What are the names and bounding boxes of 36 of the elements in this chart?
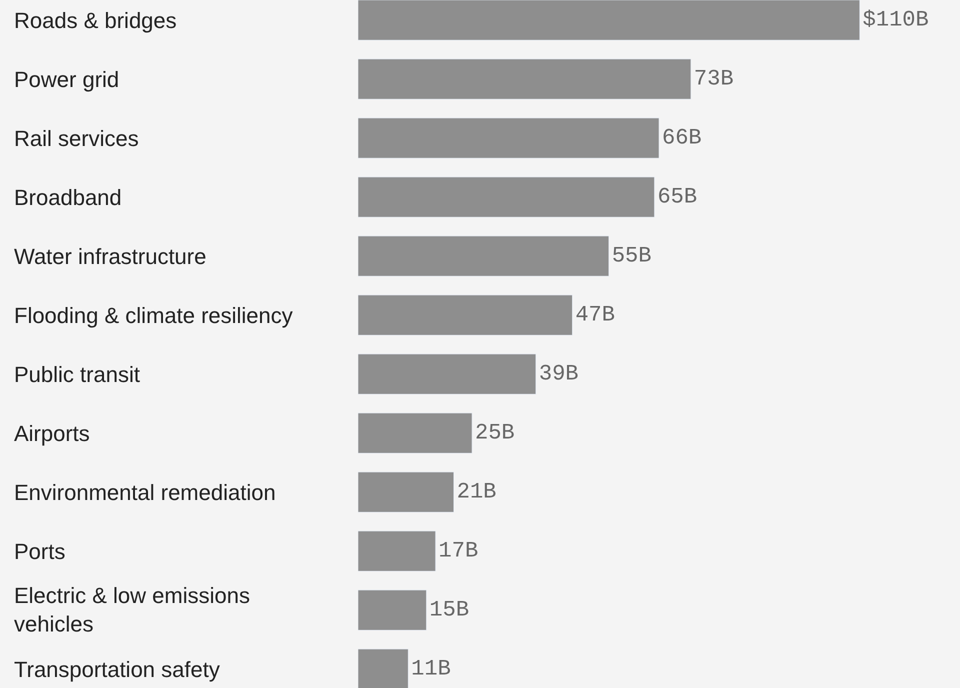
y-tick-label: Rail services bbox=[14, 126, 139, 151]
bar bbox=[358, 118, 660, 158]
data-label: 47B bbox=[575, 302, 615, 328]
bar bbox=[358, 176, 655, 218]
bar bbox=[358, 412, 472, 454]
y-tick-label: Transportation safety bbox=[14, 657, 220, 682]
y-tick-label: Power grid bbox=[14, 67, 120, 92]
bar bbox=[358, 58, 692, 100]
y-tick-label: Environmental remediation bbox=[14, 480, 276, 505]
data-label: 66B bbox=[662, 126, 702, 151]
data-label: 21B bbox=[456, 480, 496, 505]
data-label: 65B bbox=[657, 184, 698, 210]
y-tick-label: Public transit bbox=[14, 362, 140, 387]
data-label: 15B bbox=[429, 598, 470, 623]
data-label: 11B bbox=[411, 656, 451, 682]
data-label: 73B bbox=[694, 66, 734, 92]
bar bbox=[358, 648, 408, 688]
bar bbox=[358, 590, 427, 630]
y-tick-label: Electric & low emissions vehicles bbox=[14, 583, 250, 637]
bar bbox=[358, 530, 436, 572]
data-label: 39B bbox=[538, 362, 578, 387]
bar bbox=[358, 472, 454, 512]
y-tick-label: Flooding & climate resiliency bbox=[14, 303, 293, 328]
data-label: 55B bbox=[612, 244, 652, 269]
data-label: 17B bbox=[438, 538, 478, 564]
bar bbox=[358, 236, 610, 276]
y-tick-label: Roads & bridges bbox=[14, 8, 177, 33]
bar bbox=[358, 354, 536, 394]
y-tick-label: Water infrastructure bbox=[14, 244, 206, 269]
y-tick-label: Airports bbox=[14, 421, 90, 446]
y-tick-label: Broadband bbox=[14, 185, 122, 210]
data-label: $110B bbox=[862, 8, 929, 33]
bar bbox=[358, 294, 573, 336]
y-tick-label: Ports bbox=[14, 539, 66, 564]
bar bbox=[358, 0, 860, 40]
data-label: 25B bbox=[475, 420, 515, 446]
